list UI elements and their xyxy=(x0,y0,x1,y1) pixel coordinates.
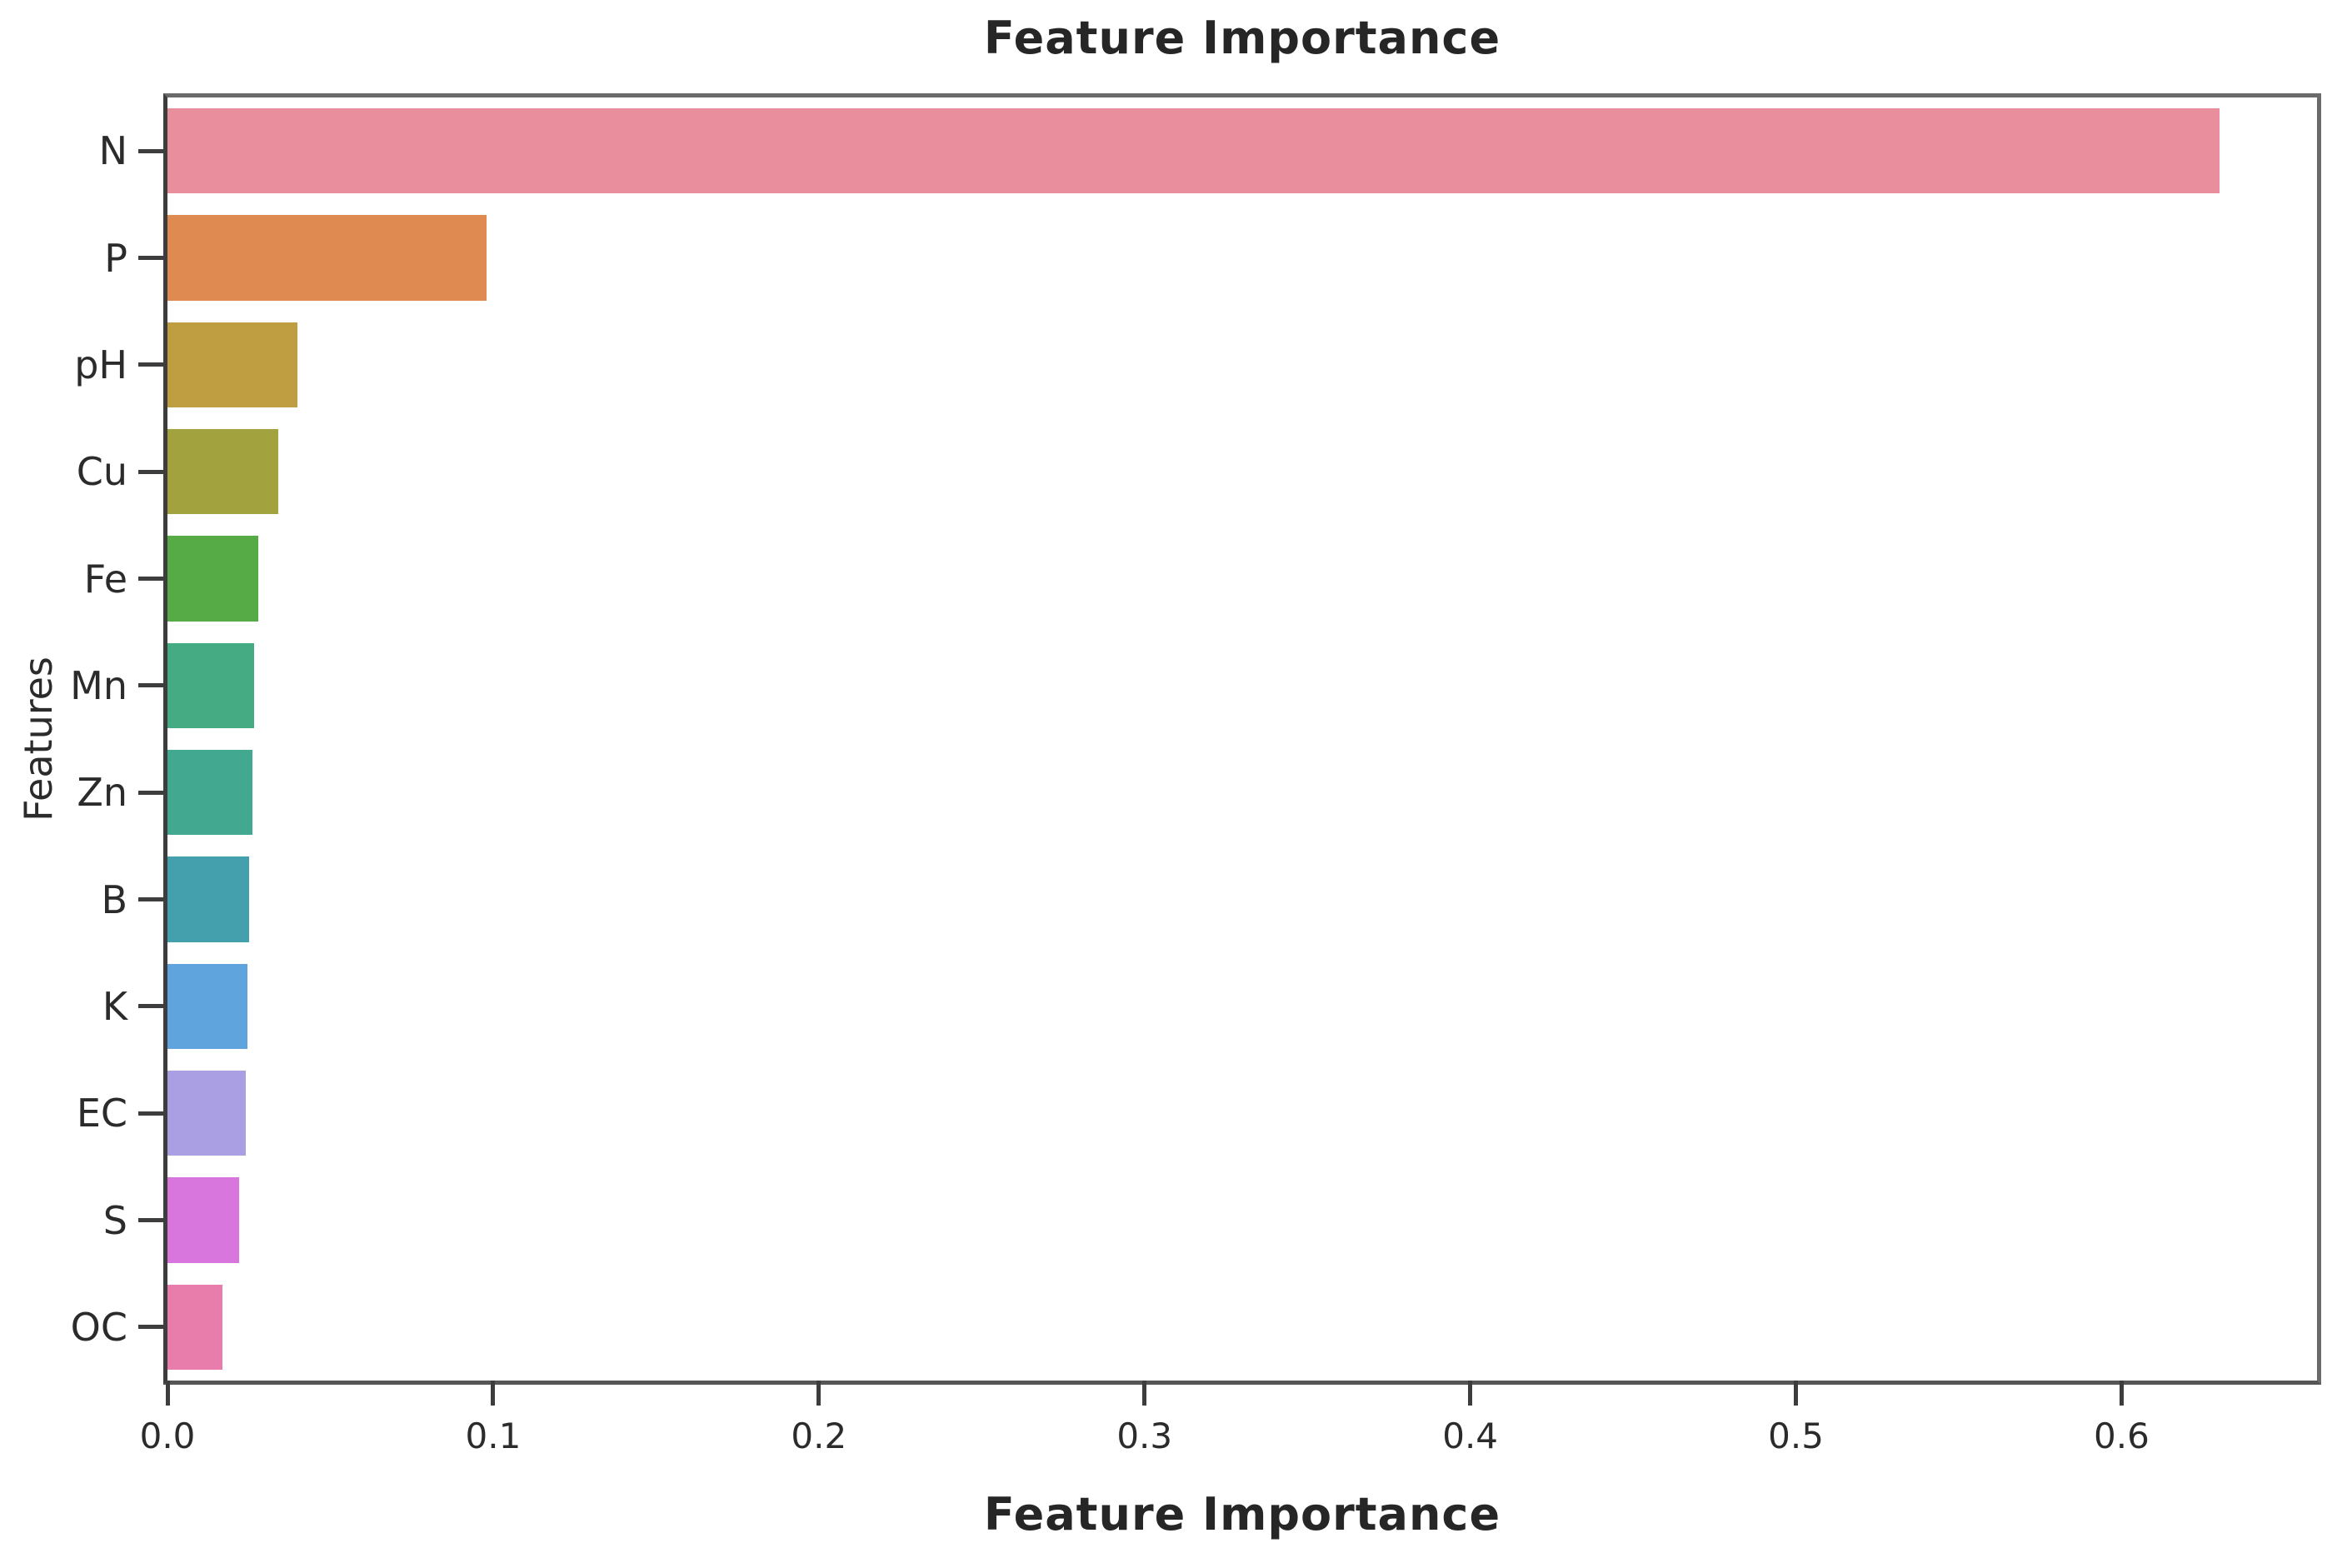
bar-EC xyxy=(167,1070,246,1156)
y-tick-OC xyxy=(138,1325,163,1330)
y-tick-label-EC: EC xyxy=(76,1091,127,1136)
x-tick-label-0.2: 0.2 xyxy=(791,1416,847,1456)
y-tick-label-Fe: Fe xyxy=(83,556,127,602)
bar-N xyxy=(167,107,2220,194)
y-tick-P xyxy=(138,256,163,260)
x-axis-label: Feature Importance xyxy=(983,1488,1501,1541)
y-tick-label-N: N xyxy=(98,128,127,174)
bar-OC xyxy=(167,1284,223,1371)
x-tick-label-0.0: 0.0 xyxy=(139,1416,196,1456)
y-tick-K xyxy=(138,1004,163,1009)
y-tick-label-Cu: Cu xyxy=(76,449,127,495)
x-tick-label-0.3: 0.3 xyxy=(1116,1416,1173,1456)
y-tick-Cu xyxy=(138,469,163,474)
x-tick-0.4 xyxy=(1468,1381,1473,1406)
x-tick-0.6 xyxy=(2119,1381,2124,1406)
bar-Fe xyxy=(167,536,259,622)
bar-P xyxy=(167,215,487,301)
y-tick-EC xyxy=(138,1111,163,1116)
x-tick-label-0.1: 0.1 xyxy=(465,1416,522,1456)
x-tick-label-0.4: 0.4 xyxy=(1442,1416,1499,1456)
y-tick-B xyxy=(138,897,163,901)
y-tick-label-P: P xyxy=(104,235,127,281)
x-tick-0.5 xyxy=(1794,1381,1799,1406)
bar-Mn xyxy=(167,642,254,729)
y-tick-label-Zn: Zn xyxy=(77,770,127,816)
bar-B xyxy=(167,856,249,942)
chart-title: Feature Importance xyxy=(983,12,1501,64)
x-tick-label-0.5: 0.5 xyxy=(1768,1416,1824,1456)
y-axis-label: Features xyxy=(16,657,61,821)
bar-pH xyxy=(167,322,298,408)
bar-K xyxy=(167,963,247,1050)
y-tick-Fe xyxy=(138,577,163,581)
y-tick-label-S: S xyxy=(102,1197,127,1243)
bar-Cu xyxy=(167,428,278,515)
bar-Zn xyxy=(167,749,252,836)
y-tick-label-pH: pH xyxy=(74,342,127,387)
y-tick-N xyxy=(138,148,163,153)
y-tick-label-OC: OC xyxy=(70,1304,127,1350)
x-tick-0.0 xyxy=(165,1381,170,1406)
y-tick-pH xyxy=(138,362,163,367)
x-tick-0.1 xyxy=(491,1381,496,1406)
x-tick-0.2 xyxy=(816,1381,821,1406)
y-tick-Mn xyxy=(138,683,163,688)
y-tick-label-K: K xyxy=(102,983,127,1029)
x-tick-0.3 xyxy=(1142,1381,1147,1406)
y-tick-label-B: B xyxy=(101,876,127,922)
y-tick-S xyxy=(138,1218,163,1222)
x-tick-label-0.6: 0.6 xyxy=(2094,1416,2150,1456)
y-tick-Zn xyxy=(138,790,163,795)
y-tick-label-Mn: Mn xyxy=(70,662,127,708)
bar-S xyxy=(167,1177,239,1263)
